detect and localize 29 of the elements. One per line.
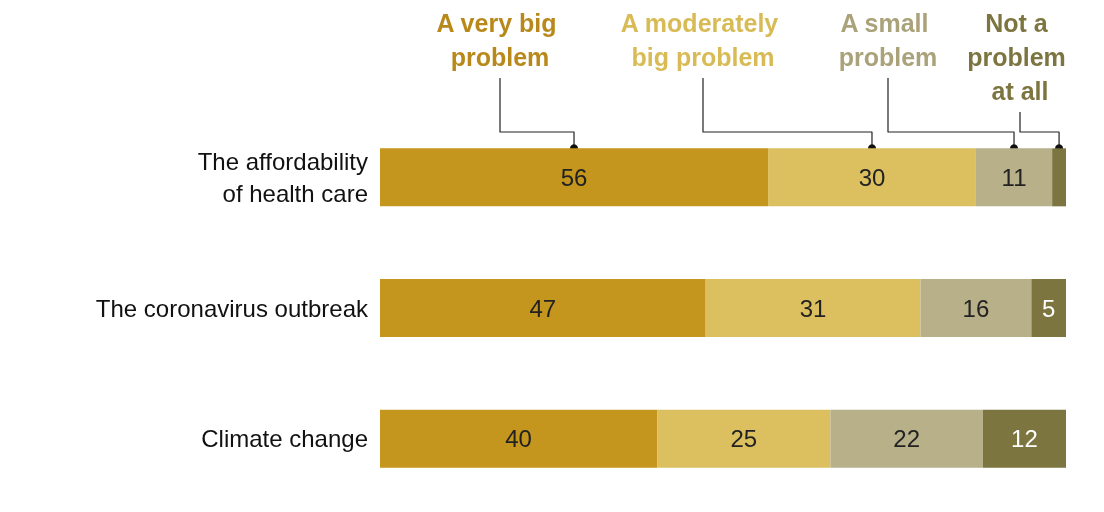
data-label: 16 [962,294,990,322]
bar [380,279,706,337]
y-tick-label: The coronavirus outbreak [95,294,369,322]
data-label: 31 [799,294,827,322]
bar [380,409,658,468]
data-label: 56 [560,163,588,191]
y-tick-label: The affordability of health care [197,147,368,207]
data-label: 47 [529,294,557,322]
bar [982,409,1066,468]
bar [920,279,1032,337]
bar [768,148,976,207]
bar [657,409,831,468]
data-label: 5 [1042,294,1056,322]
text: A very big problem [436,9,564,71]
bar [830,409,983,468]
data-label: 12 [1011,425,1038,453]
bar [975,148,1053,207]
bar [380,148,769,207]
bar [705,279,921,337]
bar [1031,279,1066,337]
data-label: 30 [858,163,886,191]
series-label: Not a problem at all [967,9,1073,105]
data-label: 25 [730,425,758,453]
y-tick-label: Climate change [201,425,368,453]
data-label: 40 [505,425,532,453]
text: A small problem [838,9,938,71]
data-label: 22 [893,425,920,453]
data-label: 11 [1001,163,1027,191]
text: A moderately big problem [620,9,786,71]
